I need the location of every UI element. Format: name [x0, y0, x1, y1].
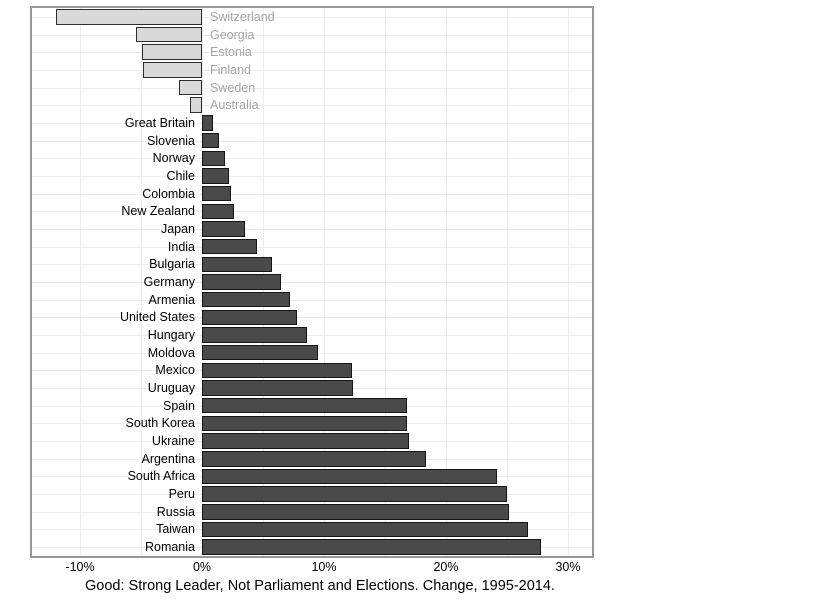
bar-spain	[202, 397, 407, 414]
bar-finland	[143, 62, 202, 78]
category-label: Russia	[156, 504, 195, 519]
category-label: Argentina	[141, 451, 195, 466]
bar-japan	[202, 221, 245, 237]
horizontal-gridline	[32, 228, 592, 230]
horizontal-gridline	[32, 140, 592, 142]
category-label: Sweden	[210, 80, 256, 95]
plot-area: Switzerland Georgia Estonia Finland Sweden Au…	[30, 6, 594, 558]
horizontal-gridline	[32, 16, 592, 18]
horizontal-gridline	[32, 87, 592, 89]
horizontal-gridline	[32, 175, 592, 177]
bar-sweden	[178, 79, 202, 96]
horizontal-gridline	[32, 211, 592, 213]
category-label: United States	[119, 310, 195, 325]
category-label: Spain	[163, 398, 195, 413]
bar-uruguay	[202, 380, 354, 396]
horizontal-gridline	[32, 335, 592, 337]
bar-colombia	[202, 185, 232, 202]
bar-great-britain	[202, 115, 213, 131]
x-axis-tick-label: 20%	[433, 560, 459, 574]
bar-united-states	[202, 309, 298, 326]
bar-taiwan	[202, 521, 528, 538]
category-label: Australia	[210, 98, 259, 113]
bar-estonia	[142, 44, 202, 60]
bar-india	[202, 238, 257, 255]
bar-armenia	[202, 291, 290, 308]
horizontal-gridline	[32, 105, 592, 107]
category-label: Finland	[210, 62, 251, 77]
category-label: Slovenia	[147, 133, 195, 148]
bar-romania	[202, 539, 542, 555]
horizontal-gridline	[32, 193, 592, 195]
horizontal-gridline	[32, 264, 592, 266]
category-label: Germany	[143, 275, 195, 289]
category-label: Taiwan	[156, 522, 195, 537]
category-label: Georgia	[210, 27, 255, 42]
x-axis-tick-label: 30%	[555, 560, 581, 574]
bar-australia	[189, 97, 202, 113]
bar-germany	[202, 274, 282, 290]
bar-south-africa	[202, 468, 498, 485]
horizontal-gridline	[32, 34, 592, 36]
category-label: South Korea	[125, 416, 196, 431]
horizontal-gridline	[32, 122, 592, 124]
category-label: Moldova	[147, 345, 195, 360]
horizontal-gridline	[32, 52, 592, 54]
bar-peru	[202, 486, 507, 502]
bar-norway	[202, 150, 226, 166]
x-axis: -10% 0% 10% 20% 30%	[0, 560, 819, 576]
category-label: South Africa	[127, 469, 195, 484]
category-label: Switzerland	[210, 9, 275, 24]
bar-bulgaria	[202, 256, 272, 273]
bar-moldova	[202, 344, 318, 361]
category-label: Armenia	[148, 292, 195, 307]
horizontal-gridline	[32, 69, 592, 71]
category-label: Mexico	[155, 363, 195, 378]
bar-argentina	[202, 451, 427, 467]
bar-mexico	[202, 362, 353, 379]
bar-hungary	[202, 327, 307, 343]
bar-russia	[202, 504, 510, 520]
category-label: India	[167, 239, 195, 254]
horizontal-gridline	[32, 282, 592, 283]
category-label: Bulgaria	[149, 257, 195, 272]
category-label: Japan	[160, 221, 195, 236]
x-axis-tick-label: 0%	[192, 560, 212, 574]
category-label: Colombia	[142, 186, 195, 201]
horizontal-gridline	[32, 246, 592, 248]
bar-georgia	[136, 26, 202, 43]
category-label: New Zealand	[121, 204, 195, 219]
x-axis-tick-label: 10%	[311, 560, 337, 574]
bar-new-zealand	[202, 203, 234, 220]
x-axis-tick-label: -10%	[65, 560, 95, 574]
horizontal-gridline	[32, 299, 592, 301]
horizontal-gridline	[32, 158, 592, 160]
category-label: Chile	[166, 168, 196, 183]
chart-caption: Good: Strong Leader, Not Parliament and …	[85, 578, 555, 594]
bar-south-korea	[202, 415, 407, 432]
category-label: Romania	[144, 540, 195, 555]
bar-slovenia	[202, 132, 220, 149]
category-label: Great Britain	[124, 115, 195, 130]
horizontal-gridline	[32, 317, 592, 319]
category-label: Hungary	[147, 328, 195, 343]
category-label: Ukraine	[151, 434, 195, 449]
category-label: Uruguay	[147, 381, 195, 396]
bar-switzerland	[55, 9, 202, 25]
bar-chile	[202, 168, 229, 184]
category-label: Estonia	[210, 45, 252, 60]
bar-ukraine	[202, 433, 410, 449]
category-label: Peru	[168, 487, 195, 502]
category-label: Norway	[152, 151, 195, 166]
